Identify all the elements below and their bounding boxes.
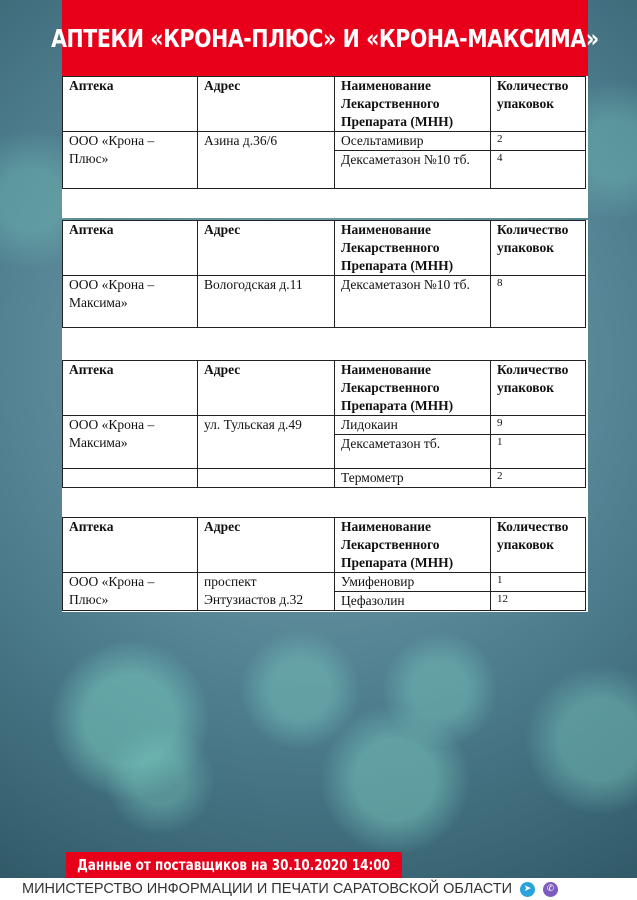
quantity-cell: 4 <box>490 150 586 189</box>
quantity-cell: 12 <box>490 591 586 611</box>
header-address: Адрес <box>197 360 335 416</box>
header-quantity: Количество упаковок <box>490 517 586 573</box>
header-address: Адрес <box>197 220 335 276</box>
telegram-icon[interactable]: ➤ <box>520 881 536 897</box>
address-cell <box>197 468 335 488</box>
header-quantity: Количество упаковок <box>490 76 586 132</box>
header-pharmacy: Аптека <box>62 220 198 276</box>
pharmacy-cell: ООО «Крона – Максима» <box>62 415 198 469</box>
header-quantity: Количество упаковок <box>490 360 586 416</box>
drug-cell: Дексаметазон №10 тб. <box>334 275 491 328</box>
table-header-row: Аптека Адрес Наименование Лекарственного П… <box>62 76 586 132</box>
table-panel-1: Аптека Адрес Наименование Лекарственного П… <box>62 76 588 218</box>
drug-cell: Умифеновир <box>334 572 491 592</box>
drug-cell: Дексаметазон №10 тб. <box>334 150 491 189</box>
pharmacy-cell <box>62 468 198 488</box>
pharmacy-table: Аптека Адрес Наименование Лекарственного П… <box>62 76 586 189</box>
quantity-cell: 9 <box>490 415 586 435</box>
drug-cell: Лидокаин <box>334 415 491 435</box>
page-title: Аптеки «Крона-Плюс» и «Крона-Максима» <box>51 23 599 53</box>
table-row: ООО «Крона – Плюс» Азина д.36/6 Осельтамив… <box>62 131 586 189</box>
table-row: Цефазолин 12 <box>63 591 586 611</box>
header-pharmacy: Аптека <box>62 517 198 573</box>
ministry-name: МИНИСТЕРСТВО ИНФОРМАЦИИ И ПЕЧАТИ САРАТОВ… <box>22 881 513 897</box>
address-cell: проспект Энтузиастов д.32 <box>197 572 335 611</box>
address-cell: Вологодская д.11 <box>197 275 335 328</box>
header-drug: Наименование Лекарственного Препарата (М… <box>334 220 491 276</box>
header-pharmacy: Аптека <box>62 360 198 416</box>
header-drug: Наименование Лекарственного Препарата (М… <box>334 517 491 573</box>
table-row: Дексаметазон №10 тб. 4 <box>63 150 586 189</box>
header-quantity: Количество упаковок <box>490 220 586 276</box>
drug-cell: Дексаметазон тб. <box>334 434 491 469</box>
pharmacy-table: Аптека Адрес Наименование Лекарственного П… <box>62 517 586 611</box>
address-cell: Азина д.36/6 <box>197 131 335 189</box>
quantity-cell: 8 <box>490 275 586 328</box>
table-row: Термометр 2 <box>62 468 586 488</box>
quantity-cell: 1 <box>490 572 586 592</box>
table-header-row: Аптека Адрес Наименование Лекарственного П… <box>62 517 586 573</box>
header-drug: Наименование Лекарственного Препарата (М… <box>334 76 491 132</box>
table-panel-2: Аптека Адрес Наименование Лекарственного П… <box>62 220 588 360</box>
address-cell: ул. Тульская д.49 <box>197 415 335 469</box>
header-drug: Наименование Лекарственного Препарата (М… <box>334 360 491 416</box>
table-header-row: Аптека Адрес Наименование Лекарственного П… <box>62 360 586 416</box>
pharmacy-cell: ООО «Крона – Плюс» <box>62 131 198 189</box>
table-row: ООО «Крона – Максима» Вологодская д.11 Дек… <box>62 275 586 328</box>
table-row: ООО «Крона – Плюс» проспект Энтузиастов д… <box>62 572 586 611</box>
quantity-cell: 2 <box>490 131 586 151</box>
table-row: ООО «Крона – Максима» ул. Тульская д.49 Ли… <box>62 415 586 469</box>
drug-cell: Термометр <box>334 468 491 488</box>
drug-cell: Цефазолин <box>334 591 491 611</box>
pharmacy-cell: ООО «Крона – Максима» <box>62 275 198 328</box>
drug-cell: Осельтамивир <box>334 131 491 151</box>
table-header-row: Аптека Адрес Наименование Лекарственного П… <box>62 220 586 276</box>
table-panel-4: Аптека Адрес Наименование Лекарственного П… <box>62 517 588 612</box>
pharmacy-table: Аптека Адрес Наименование Лекарственного П… <box>62 220 586 328</box>
quantity-cell: 2 <box>490 468 586 488</box>
header-address: Адрес <box>197 517 335 573</box>
header-address: Адрес <box>197 76 335 132</box>
header-pharmacy: Аптека <box>62 76 198 132</box>
title-banner: Аптеки «Крона-Плюс» и «Крона-Максима» <box>51 0 599 76</box>
quantity-cell: 1 <box>490 434 586 469</box>
pharmacy-table: Аптека Адрес Наименование Лекарственного П… <box>62 360 586 488</box>
viber-icon[interactable]: ✆ <box>543 881 559 897</box>
date-banner-text: Данные от поставщиков на 30.10.2020 14:0… <box>77 856 391 874</box>
table-panel-3: Аптека Адрес Наименование Лекарственного П… <box>62 360 588 517</box>
pharmacy-cell: ООО «Крона – Плюс» <box>62 572 198 611</box>
footer-bar: МИНИСТЕРСТВО ИНФОРМАЦИИ И ПЕЧАТИ САРАТОВ… <box>0 878 637 900</box>
date-banner: Данные от поставщиков на 30.10.2020 14:0… <box>66 852 402 878</box>
